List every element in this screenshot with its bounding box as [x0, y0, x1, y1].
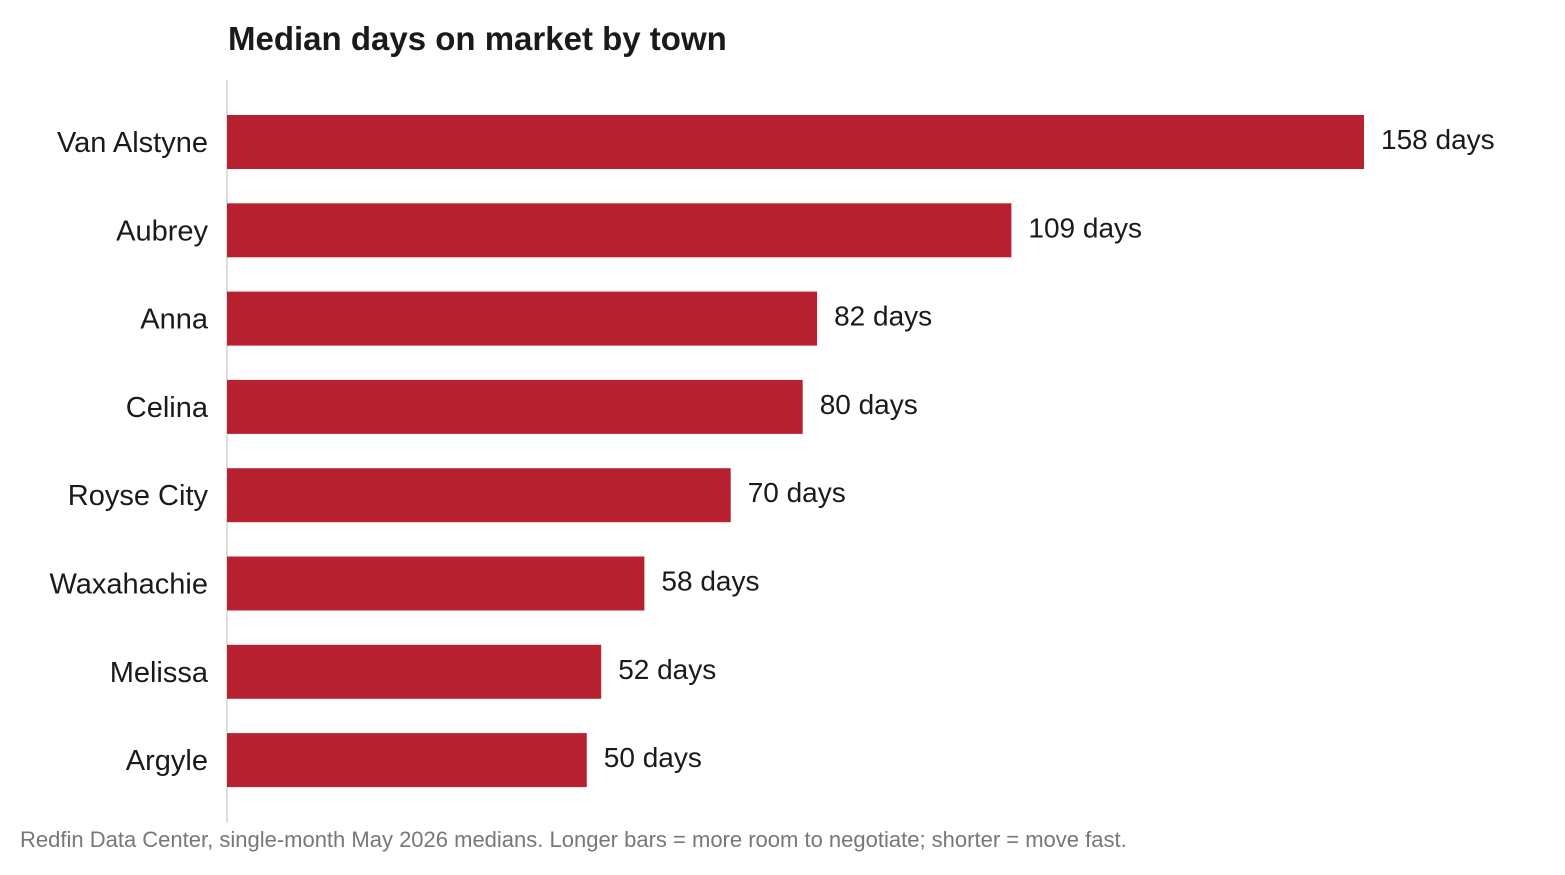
- chart-title: Median days on market by town: [228, 20, 727, 57]
- value-label: 70 days: [748, 477, 846, 508]
- category-label: Waxahachie: [49, 569, 208, 601]
- value-label: 80 days: [820, 389, 918, 420]
- bar: [227, 644, 602, 699]
- bar: [227, 115, 1364, 169]
- bar: [227, 556, 645, 611]
- bar: [227, 733, 587, 788]
- category-label: Anna: [140, 304, 209, 336]
- bar: [227, 291, 818, 346]
- category-label: Royse City: [68, 480, 209, 512]
- value-label: 158 days: [1381, 124, 1495, 155]
- bar: [227, 468, 731, 523]
- category-label: Argyle: [126, 745, 208, 777]
- chart-source-note: Redfin Data Center, single-month May 202…: [20, 827, 1127, 852]
- category-label: Aubrey: [116, 215, 208, 247]
- bar: [227, 203, 1012, 258]
- bar: [227, 379, 803, 434]
- value-label: 109 days: [1028, 212, 1142, 243]
- value-label: 52 days: [618, 654, 716, 685]
- value-label: 82 days: [834, 301, 932, 332]
- category-label: Van Alstyne: [57, 127, 208, 159]
- category-label: Celina: [126, 392, 209, 424]
- value-label: 50 days: [604, 742, 702, 773]
- value-label: 58 days: [661, 566, 759, 597]
- category-label: Melissa: [110, 657, 209, 689]
